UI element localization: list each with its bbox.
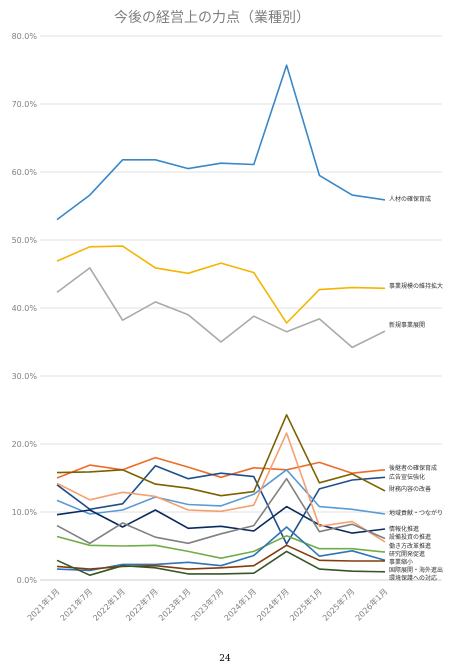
series-label: 働き方改革推進 (389, 542, 431, 550)
series-line (56, 267, 386, 349)
series-line (56, 464, 386, 545)
y-tick-label: 50.0% (12, 236, 38, 245)
series-line (56, 432, 386, 543)
y-tick-label: 0.0% (17, 576, 38, 585)
series-label: 人材の確保育成 (389, 195, 431, 203)
x-tick-label: 2023年7月 (189, 586, 225, 622)
y-tick-label: 70.0% (12, 100, 38, 109)
series-label: 財務内容の改善 (389, 485, 431, 493)
series-label: 事業規模の維持拡大 (389, 282, 443, 290)
x-tick-label: 2024年7月 (255, 586, 291, 622)
series-label: 国際展開・海外進出 (389, 566, 443, 574)
series-line (56, 526, 386, 572)
x-tick-label: 2025年7月 (320, 586, 356, 622)
series-line (56, 64, 386, 221)
series-label: 設備投資の推進 (389, 533, 431, 541)
x-tick-label: 2026年1月 (353, 586, 389, 622)
y-tick-label: 30.0% (12, 372, 38, 381)
series-label: 情報化推進 (389, 525, 419, 533)
series-label: 新規事業展開 (389, 321, 425, 329)
series-label: 地域貢献・つながり (389, 509, 443, 517)
x-tick-label: 2021年7月 (58, 586, 94, 622)
series-line (56, 413, 386, 497)
series-label: 広告宣伝強化 (389, 473, 425, 481)
x-tick-label: 2024年1月 (222, 586, 258, 622)
series-label: 後継者の確保育成 (389, 464, 437, 472)
series-label: 事業縮小 (389, 558, 413, 566)
y-tick-label: 40.0% (12, 304, 38, 313)
x-tick-label: 2022年1月 (91, 586, 127, 622)
series-line (56, 544, 385, 570)
x-tick-label: 2021年1月 (25, 586, 61, 622)
page-number: 24 (219, 654, 231, 664)
series-line (56, 550, 386, 577)
x-tick-label: 2022年7月 (123, 586, 159, 622)
series-line (56, 477, 386, 545)
y-tick-label: 20.0% (12, 440, 38, 449)
series-line (56, 468, 386, 515)
series-label: 研究開発促進 (389, 550, 425, 558)
chart-title: 今後の経営上の力点（業種別） (114, 10, 310, 26)
y-tick-label: 60.0% (12, 168, 38, 177)
y-tick-label: 10.0% (12, 508, 38, 517)
series-line (56, 505, 386, 534)
series-line (56, 534, 386, 560)
x-tick-label: 2025年1月 (287, 586, 323, 622)
series-label: 環境保護への対応 (389, 574, 437, 582)
series-line (56, 245, 386, 324)
y-tick-label: 80.0% (12, 32, 38, 41)
series-line (56, 456, 386, 479)
x-tick-label: 2023年1月 (156, 586, 192, 622)
